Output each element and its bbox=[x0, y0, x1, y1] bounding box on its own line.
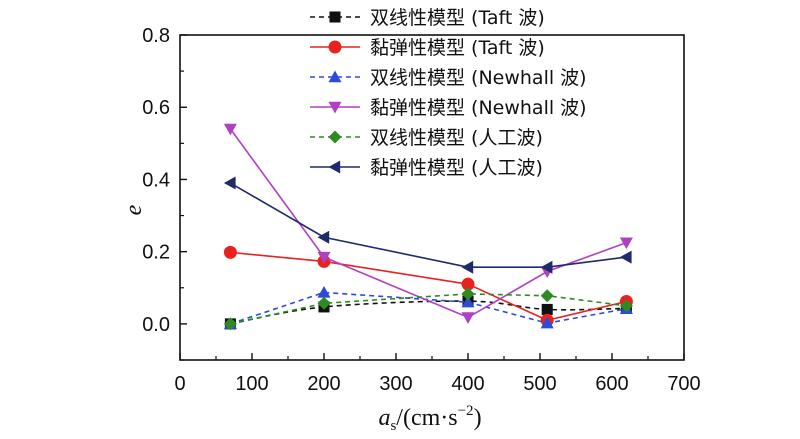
series-5 bbox=[223, 176, 632, 274]
legend-item-1: 黏弹性模型 (Taft 波) bbox=[310, 37, 545, 59]
x-tick-label: 400 bbox=[451, 373, 484, 395]
data-point bbox=[619, 299, 633, 313]
legend-label: 双线性模型 (人工波) bbox=[370, 127, 543, 149]
data-point bbox=[223, 317, 237, 331]
y-tick-label: 0.0 bbox=[142, 314, 170, 336]
data-point bbox=[317, 251, 331, 264]
legend-label: 黏弹性模型 (人工波) bbox=[370, 157, 543, 179]
data-point bbox=[461, 260, 474, 274]
legend-item-2: 双线性模型 (Newhall 波) bbox=[310, 67, 587, 89]
data-point bbox=[541, 303, 553, 315]
x-axis-title-sup: −2 bbox=[458, 403, 474, 419]
data-point bbox=[317, 296, 331, 310]
series-4 bbox=[223, 287, 633, 331]
data-point bbox=[461, 287, 475, 301]
legend-swatch-marker bbox=[328, 130, 342, 144]
x-axis-title-main: a bbox=[378, 405, 390, 431]
series-line bbox=[230, 293, 627, 325]
legend-label: 黏弹性模型 (Taft 波) bbox=[370, 37, 545, 59]
legend-label: 双线性模型 (Taft 波) bbox=[370, 7, 545, 29]
data-point bbox=[223, 176, 236, 190]
series-3 bbox=[223, 123, 633, 324]
y-tick-label: 0.2 bbox=[142, 242, 170, 264]
legend: 双线性模型 (Taft 波) 黏弹性模型 (Taft 波) 双线性模型 (Newha… bbox=[310, 7, 587, 179]
data-point bbox=[223, 123, 237, 136]
data-point bbox=[223, 245, 237, 259]
x-tick-label: 0 bbox=[174, 373, 185, 395]
data-point bbox=[619, 237, 633, 250]
series-2 bbox=[223, 285, 633, 330]
x-tick-label: 100 bbox=[235, 373, 268, 395]
data-point bbox=[317, 230, 330, 244]
y-axis: 0.0 0.2 0.4 0.6 0.8 bbox=[142, 25, 187, 361]
legend-item-5: 黏弹性模型 (人工波) bbox=[310, 157, 543, 179]
y-axis-title: e bbox=[121, 204, 147, 215]
data-point bbox=[540, 260, 553, 274]
legend-label: 黏弹性模型 (Newhall 波) bbox=[370, 97, 587, 119]
series-1 bbox=[223, 245, 633, 327]
x-axis-title-sub: s bbox=[390, 418, 396, 434]
series-layer bbox=[223, 123, 633, 331]
legend-swatch-marker bbox=[328, 101, 342, 114]
legend-swatch-marker bbox=[328, 160, 341, 174]
y-tick-label: 0.4 bbox=[142, 169, 170, 191]
x-axis-title-close: ) bbox=[474, 405, 482, 431]
series-line bbox=[230, 251, 627, 322]
x-tick-label: 700 bbox=[667, 373, 700, 395]
data-point bbox=[540, 316, 554, 329]
data-point bbox=[540, 289, 554, 303]
data-point bbox=[619, 250, 632, 264]
x-tick-label: 200 bbox=[307, 373, 340, 395]
legend-label: 双线性模型 (Newhall 波) bbox=[370, 67, 587, 89]
x-axis: 0 100 200 300 400 500 600 700 bbox=[174, 353, 701, 395]
data-point bbox=[317, 285, 331, 298]
legend-swatch-marker bbox=[328, 40, 342, 54]
series-line bbox=[229, 182, 627, 268]
x-tick-label: 300 bbox=[379, 373, 412, 395]
legend-swatch-marker bbox=[329, 11, 341, 23]
legend-item-4: 双线性模型 (人工波) bbox=[310, 127, 543, 149]
data-point bbox=[461, 277, 475, 291]
data-point bbox=[461, 295, 475, 308]
legend-item-3: 黏弹性模型 (Newhall 波) bbox=[310, 97, 587, 119]
legend-item-0: 双线性模型 (Taft 波) bbox=[310, 7, 545, 29]
series-line bbox=[230, 300, 627, 325]
data-point bbox=[461, 312, 475, 324]
y-tick-label: 0.8 bbox=[142, 25, 170, 47]
x-axis-title-rest: /(cm·s bbox=[396, 405, 457, 431]
x-tick-label: 500 bbox=[523, 373, 556, 395]
legend-swatch-marker bbox=[328, 70, 342, 83]
x-axis-title: as/(cm·s−2) bbox=[378, 403, 481, 434]
y-tick-label: 0.6 bbox=[142, 97, 170, 119]
x-tick-label: 600 bbox=[595, 373, 628, 395]
